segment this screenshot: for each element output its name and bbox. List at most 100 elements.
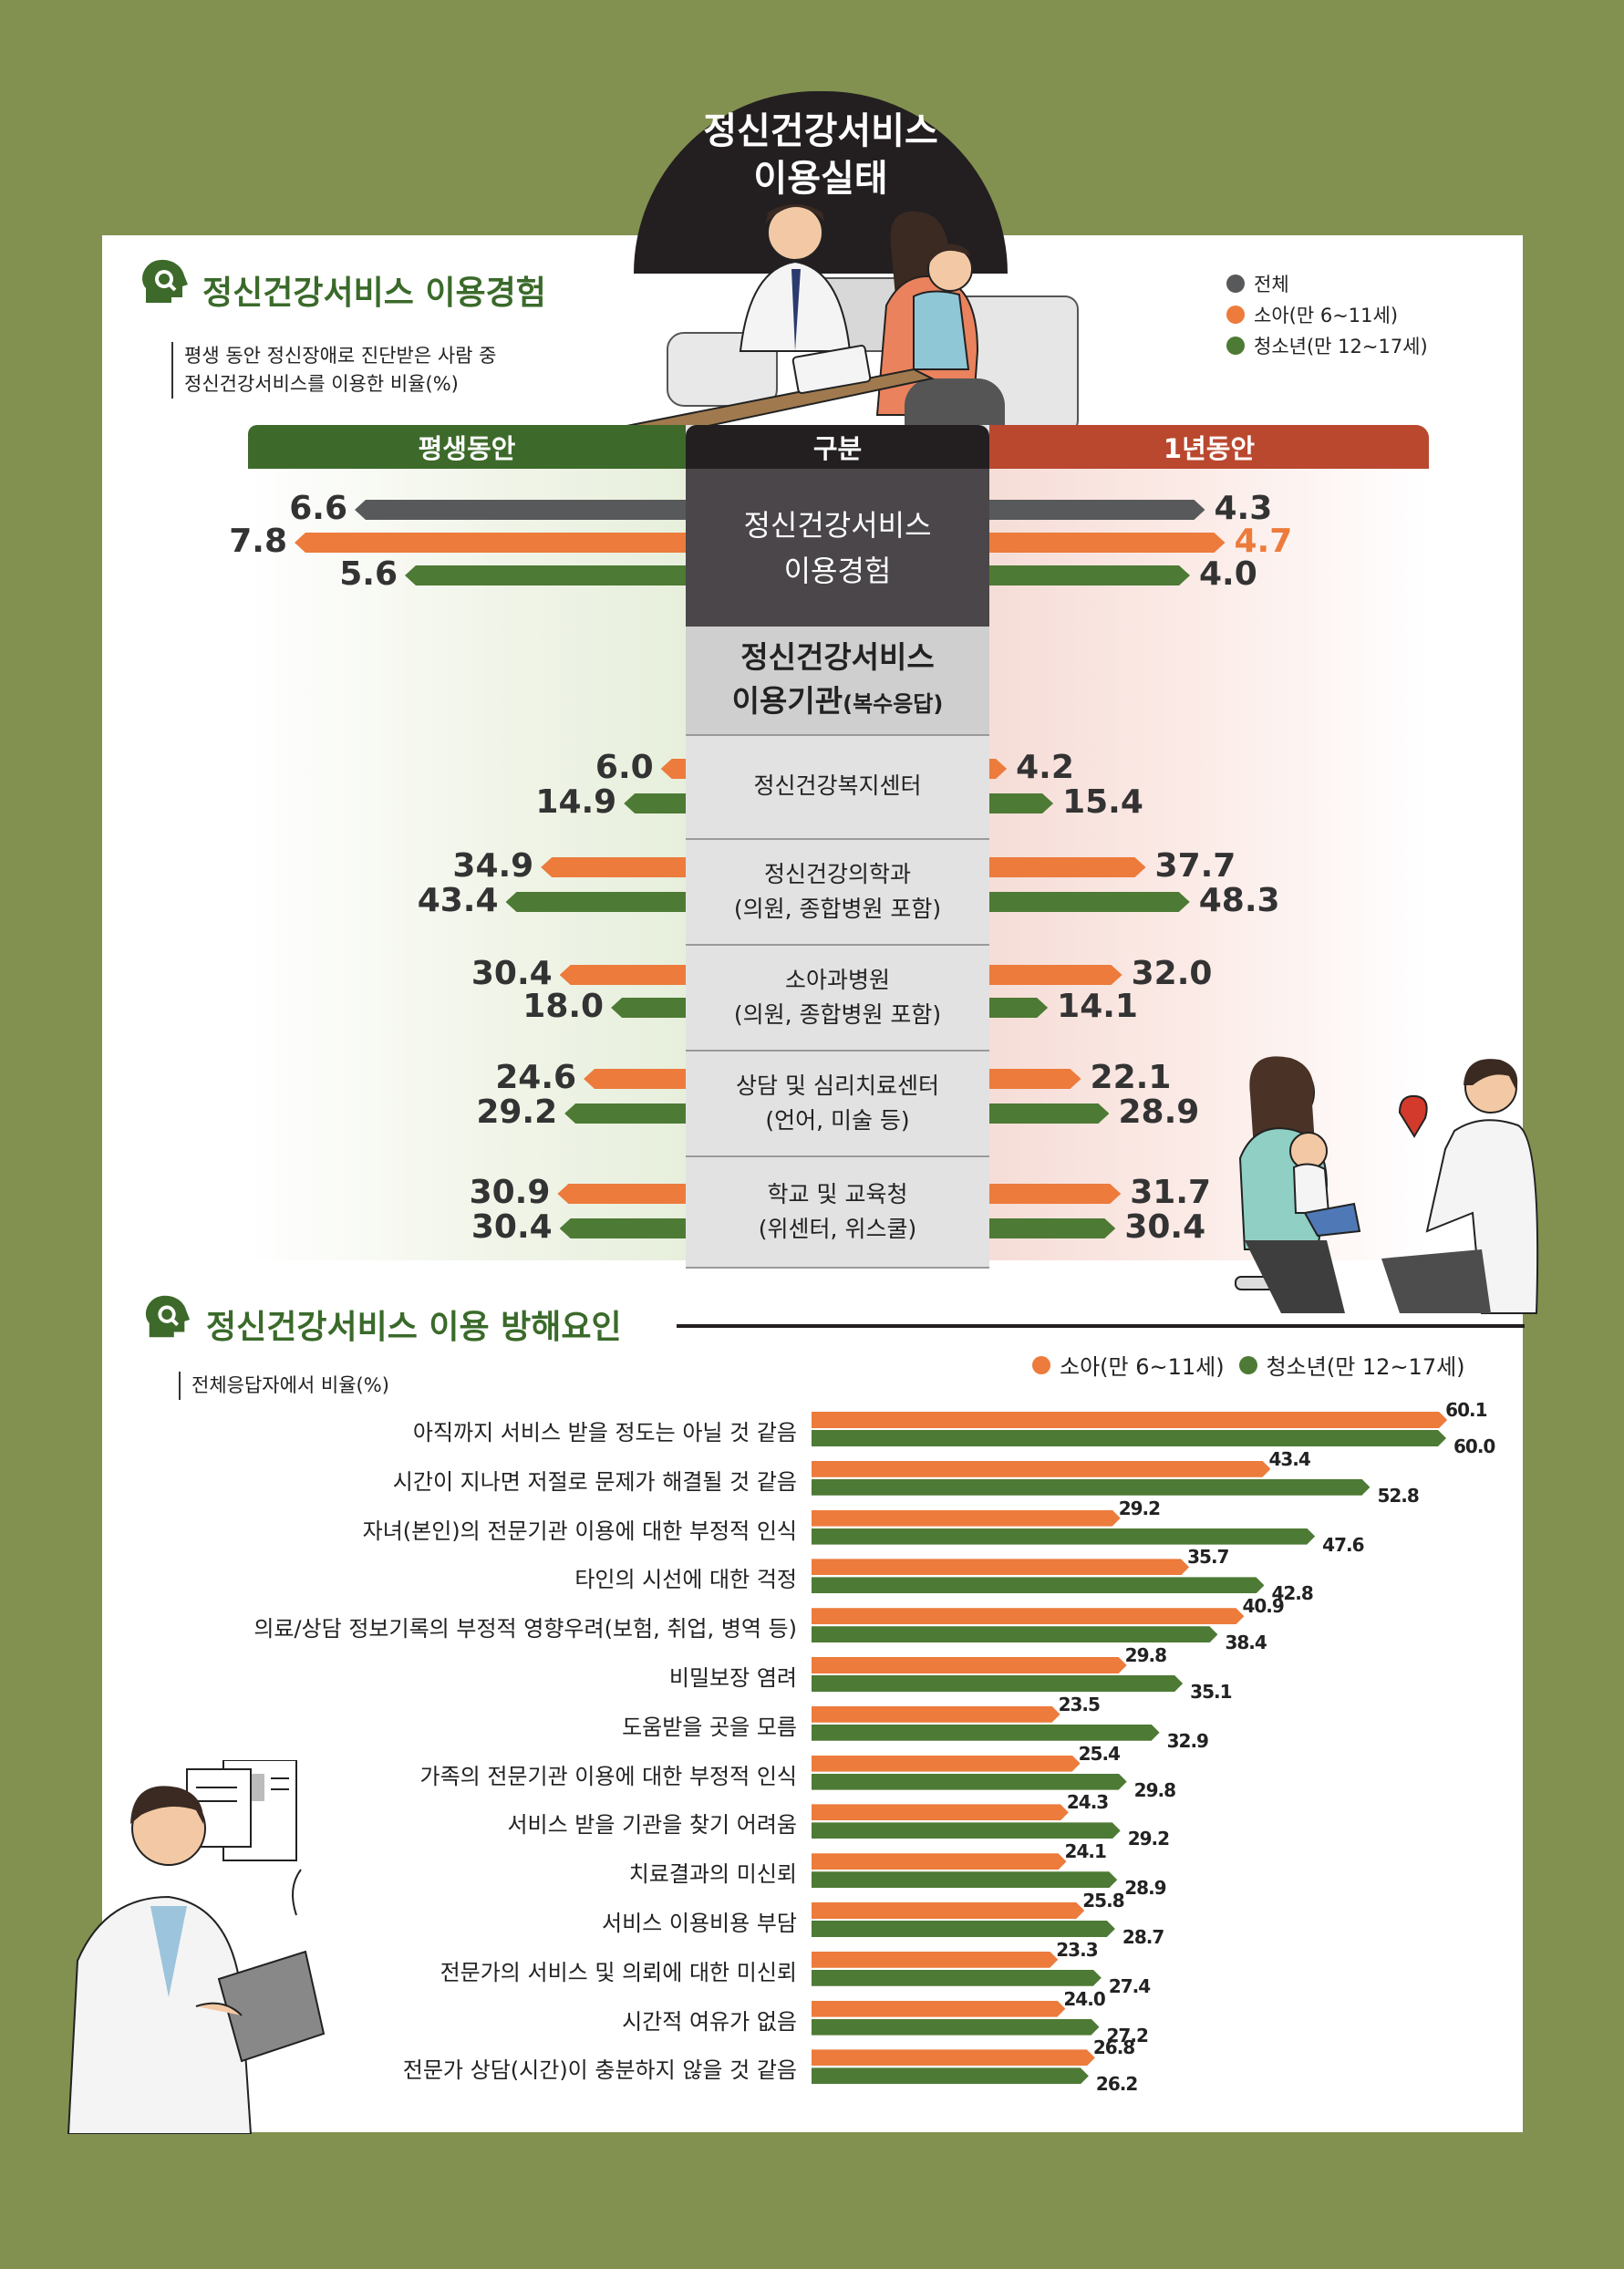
usage-year-1-bar [989,533,1226,553]
usage-year-2-bar [989,565,1190,585]
facility-4-year-0-value: 31.7 [1130,1174,1212,1211]
barrier-label: 서비스 받을 기관을 찾기 어려움 [507,1812,797,1839]
barrier-12-bar-1 [812,2019,1100,2036]
legend-label: 소아(만 6~11세) [1254,305,1399,326]
barrier-label: 자녀(본인)의 전문기관 이용에 대한 부정적 인식 [362,1518,797,1544]
barrier-label: 타인의 시선에 대한 걱정 [574,1567,797,1593]
barrier-8-value-1: 29.2 [1127,1828,1170,1850]
category-counseling-center: 상담 및 심리치료센터 (언어, 미술 등) [686,1052,989,1157]
barrier-12-bar-0 [812,2001,1065,2017]
facility-1-year-0-value: 37.7 [1154,847,1236,885]
usage-year-0-bar [989,500,1205,520]
barrier-12-value-0: 24.0 [1063,1987,1105,2010]
barrier-label: 전문가 상담(시간)이 충분하지 않을 것 같음 [402,2057,797,2084]
facility-3-year-0-value: 22.1 [1090,1059,1172,1096]
usage-year-1-value: 4.7 [1234,523,1293,560]
barrier-label: 비밀보장 염려 [668,1665,797,1691]
note-line-1: 평생 동안 정신장애로 진단받은 사람 중 [184,345,497,367]
barrier-5-value-0: 29.8 [1124,1644,1167,1666]
usage-lifetime-0-bar [355,500,686,520]
barrier-2-value-0: 29.2 [1118,1497,1161,1519]
barrier-5-value-1: 35.1 [1190,1681,1232,1703]
facility-3-year-0-bar [989,1069,1081,1089]
section2-note: 전체응답자에서 비율(%) [179,1372,389,1400]
barrier-0-bar-1 [812,1430,1446,1446]
barrier-1-value-1: 52.8 [1377,1484,1419,1507]
barrier-8-value-0: 24.3 [1066,1791,1109,1814]
barrier-0-bar-0 [812,1412,1447,1428]
barrier-7-value-1: 29.8 [1133,1778,1176,1801]
facility-4-lifetime-0-value: 30.9 [469,1174,551,1211]
usage-lifetime-2-bar [405,565,686,585]
barrier-0-value-0: 60.1 [1445,1399,1487,1421]
barrier-8-bar-0 [812,1804,1069,1820]
facility-0-year-0-value: 4.2 [1016,749,1074,786]
barrier-4-bar-1 [812,1626,1217,1642]
facility-0-lifetime-1-bar [624,793,686,813]
barrier-3-bar-0 [812,1559,1189,1575]
barrier-4-value-0: 40.9 [1242,1595,1284,1618]
facility-1-lifetime-0-value: 34.9 [452,847,534,885]
section2-rule [677,1324,1525,1328]
section2-title: 정신건강서비스 이용 방해요인 [206,1309,622,1346]
facility-1-year-1-value: 48.3 [1198,882,1280,919]
legend-dot [1226,306,1245,324]
usage-lifetime-1-value: 7.8 [229,523,287,560]
legend-item-child: 소아(만 6~11세) [1226,299,1428,330]
barrier-label: 시간이 지나면 저절로 문제가 해결될 것 같음 [392,1468,797,1495]
barrier-label: 가족의 전문기관 이용에 대한 부정적 인식 [419,1763,797,1789]
barrier-label: 서비스 이용비용 부담 [602,1911,797,1936]
barrier-8-bar-1 [812,1822,1121,1839]
barrier-9-bar-1 [812,1871,1117,1888]
category-usage-experience: 정신건강서비스 이용경험 [686,469,989,627]
category-school: 학교 및 교육청 (위센터, 위스쿨) [686,1157,989,1269]
section1-note: 평생 동안 정신장애로 진단받은 사람 중 정신건강서비스를 이용한 비율(%) [171,342,497,399]
barrier-6-value-1: 32.9 [1166,1729,1209,1752]
facility-2-lifetime-1-bar [611,998,686,1018]
facility-4-lifetime-0-bar [557,1184,686,1204]
page-title: 정신건강서비스 이용실태 [634,108,1008,202]
barrier-2-value-1: 47.6 [1322,1533,1364,1556]
title-line-1: 정신건강서비스 [703,110,938,152]
note-line-2: 정신건강서비스를 이용한 비율(%) [184,373,459,395]
facility-3-year-1-value: 28.9 [1118,1093,1200,1131]
facility-0-lifetime-1-value: 14.9 [535,783,617,821]
facility-2-lifetime-0-bar [559,965,686,985]
barrier-3-value-0: 35.7 [1187,1546,1229,1569]
facility-4-year-1-bar [989,1218,1115,1238]
barrier-5-bar-1 [812,1675,1183,1692]
legend2: 소아(만 6~11세) 청소년(만 12~17세) [1032,1349,1465,1381]
barrier-6-bar-0 [812,1706,1060,1723]
barrier-2-bar-0 [812,1510,1121,1527]
facility-3-lifetime-1-value: 29.2 [476,1093,558,1131]
legend: 전체 소아(만 6~11세) 청소년(만 12~17세) [1226,268,1428,361]
child-therapy-illustration [1235,1056,1539,1314]
legend-label: 전체 [1254,274,1289,295]
facility-1-year-1-bar [989,892,1190,912]
facility-2-year-1-value: 14.1 [1057,988,1138,1025]
legend-dot [1032,1355,1050,1374]
facility-3-year-1-bar [989,1103,1109,1124]
barrier-9-bar-0 [812,1853,1067,1870]
title-line-2: 이용실태 [753,158,888,200]
legend2-item-child: 소아(만 6~11세) [1032,1349,1225,1381]
barrier-13-bar-1 [812,2067,1089,2084]
barrier-11-value-0: 23.3 [1056,1938,1098,1961]
header-category: 구분 [686,425,989,469]
barrier-13-value-0: 26.8 [1092,2036,1135,2059]
legend-dot [1226,337,1245,355]
barrier-11-bar-0 [812,1952,1058,1968]
barrier-1-bar-1 [812,1479,1370,1496]
mind-search-icon-2 [145,1295,191,1338]
facility-0-lifetime-0-value: 6.0 [595,749,654,786]
facility-1-lifetime-0-bar [541,857,686,877]
facility-4-year-1-value: 30.4 [1124,1208,1206,1246]
facility-0-year-1-value: 15.4 [1062,783,1143,821]
category-facilities: 정신건강서비스 이용기관(복수응답) [686,627,989,736]
facility-2-lifetime-1-value: 18.0 [522,988,605,1025]
barrier-9-value-1: 28.9 [1124,1877,1166,1900]
barrier-5-bar-0 [812,1657,1127,1673]
barrier-2-bar-1 [812,1528,1315,1545]
usage-year-2-value: 4.0 [1199,555,1257,593]
barrier-13-value-1: 26.2 [1095,2073,1138,2096]
